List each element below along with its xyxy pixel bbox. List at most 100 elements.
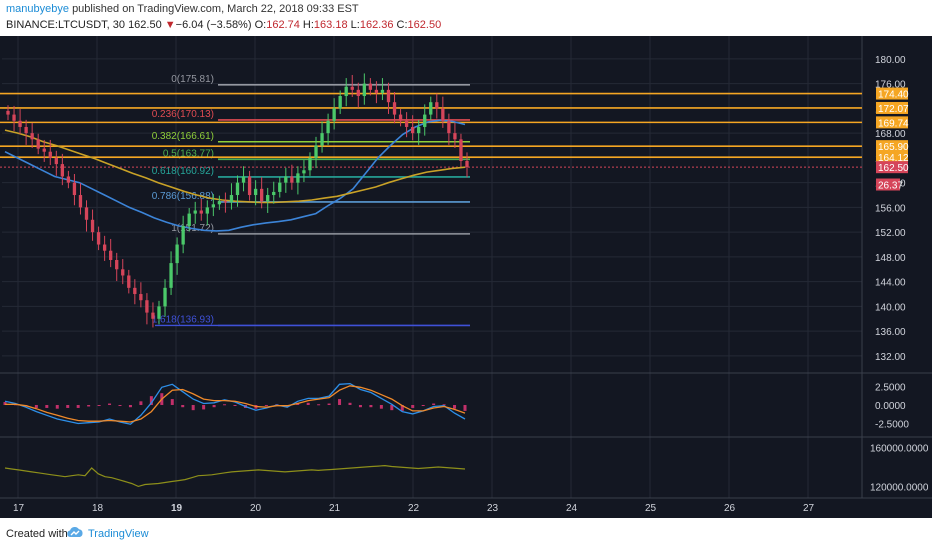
candle-body bbox=[12, 114, 16, 121]
macd-histogram-bar bbox=[442, 404, 446, 406]
candle-body bbox=[217, 201, 222, 205]
candle-body bbox=[398, 114, 403, 121]
macd-histogram-bar bbox=[264, 405, 268, 406]
price-badge-label: 174.40 bbox=[878, 90, 909, 101]
macd-histogram-bar bbox=[463, 405, 467, 411]
macd-tick-label: 0.0000 bbox=[875, 401, 906, 412]
candle-body bbox=[78, 195, 83, 208]
candle-body bbox=[42, 148, 46, 152]
time-axis[interactable]: 17 18 19 20 21 22 23 24 25 26 27 bbox=[13, 503, 815, 514]
signal-line bbox=[5, 385, 466, 423]
gold-moving-average bbox=[4, 129, 466, 204]
candle-body bbox=[48, 151, 52, 158]
horizontal-lines[interactable] bbox=[0, 92, 862, 168]
volume-pane: 160000.0000 120000.0000 bbox=[4, 444, 929, 493]
macd-histogram-bar bbox=[87, 405, 91, 407]
candle-body bbox=[6, 110, 10, 115]
candle-body bbox=[90, 219, 95, 233]
price-tick-label: 152.00 bbox=[875, 228, 906, 239]
candle-body bbox=[447, 120, 451, 134]
price-tick-label: 156.00 bbox=[875, 203, 906, 214]
candle-body bbox=[272, 191, 276, 196]
candle-body bbox=[314, 145, 318, 158]
candle-body bbox=[362, 83, 366, 97]
high-label: H: bbox=[302, 19, 314, 31]
candle-body bbox=[259, 188, 264, 202]
candle-body bbox=[187, 213, 191, 226]
price-badge bbox=[876, 87, 908, 100]
price-badge-label: 169.74 bbox=[878, 118, 909, 129]
symbol-label: BINANCE:LTCUSDT, 30 bbox=[6, 19, 125, 31]
macd-histogram-bar bbox=[118, 405, 122, 406]
moving-averages bbox=[4, 119, 466, 232]
candle-body bbox=[163, 287, 167, 307]
price-badge bbox=[876, 101, 908, 114]
candle-body bbox=[235, 182, 240, 196]
macd-histogram-bar bbox=[400, 405, 404, 411]
candle-body bbox=[241, 176, 246, 183]
candle-body bbox=[193, 210, 197, 214]
candle-body bbox=[223, 201, 228, 203]
price-badge-label: 26.37 bbox=[878, 181, 903, 192]
candle-body bbox=[417, 126, 421, 134]
fib-level-label: 0(175.81) bbox=[171, 74, 214, 85]
price-tick-label: 140.00 bbox=[875, 302, 906, 313]
publish-info: manubyebye published on TradingView.com,… bbox=[6, 3, 359, 15]
macd-histogram-bar bbox=[34, 405, 38, 408]
time-tick-label: 21 bbox=[329, 503, 341, 514]
macd-histogram-bar bbox=[55, 405, 59, 409]
candle-body bbox=[380, 89, 385, 93]
grid-lines bbox=[0, 36, 932, 499]
candle-body bbox=[102, 244, 107, 251]
tradingview-cloud-icon bbox=[66, 525, 84, 544]
candle-body bbox=[338, 96, 342, 109]
candlestick-series bbox=[6, 73, 469, 328]
candle-body bbox=[18, 120, 22, 127]
close-value: 162.50 bbox=[407, 19, 442, 31]
time-tick-label: 26 bbox=[724, 503, 736, 514]
symbol-ohlc-line: BINANCE:LTCUSDT, 30 162.50 ▼−6.04 (−3.58… bbox=[6, 19, 441, 31]
macd-histogram-bar bbox=[369, 405, 373, 408]
candle-body bbox=[266, 195, 270, 202]
candle-body bbox=[84, 207, 89, 220]
time-tick-label: 17 bbox=[13, 503, 25, 514]
macd-histogram-bar bbox=[97, 405, 101, 406]
chart-canvas[interactable]: 0(175.81) 0.236(170.13) 0.382(166.61) 0.5(1… bbox=[0, 36, 932, 518]
candle-body bbox=[423, 114, 427, 127]
price-badge-label: 164.12 bbox=[878, 153, 909, 164]
macd-histogram-bar bbox=[108, 403, 112, 405]
open-value: 162.74 bbox=[266, 19, 300, 31]
candle-body bbox=[96, 232, 101, 245]
macd-histogram-bar bbox=[202, 405, 206, 410]
macd-histogram-bar bbox=[411, 405, 415, 408]
time-tick-label: 24 bbox=[566, 503, 578, 514]
author-link[interactable]: manubyebye bbox=[6, 3, 69, 15]
candle-body bbox=[211, 204, 216, 208]
candle-body bbox=[169, 263, 173, 288]
candle-body bbox=[205, 207, 209, 214]
created-with-label: Created with bbox=[6, 528, 68, 540]
tradingview-brand[interactable]: TradingView bbox=[88, 528, 149, 540]
candle-body bbox=[157, 306, 161, 319]
macd-histogram-bar bbox=[191, 405, 195, 411]
price-badge-label: 172.07 bbox=[878, 104, 909, 115]
candle-body bbox=[435, 102, 439, 109]
macd-histogram-bar bbox=[379, 405, 383, 409]
time-tick-label: 23 bbox=[487, 503, 499, 514]
low-value: 162.36 bbox=[359, 19, 394, 31]
low-label: L: bbox=[350, 19, 360, 31]
candle-body bbox=[356, 89, 360, 97]
candle-body bbox=[115, 260, 119, 270]
high-value: 163.18 bbox=[313, 19, 348, 31]
macd-histogram-bar bbox=[348, 402, 352, 405]
candle-body bbox=[247, 176, 252, 196]
price-badge bbox=[876, 178, 900, 191]
price-tick-label: 136.00 bbox=[875, 327, 906, 338]
candle-body bbox=[332, 108, 336, 121]
macd-histogram-bar bbox=[212, 405, 216, 408]
candle-body bbox=[344, 86, 348, 97]
macd-histogram-bar bbox=[223, 404, 227, 406]
macd-histogram-bar bbox=[170, 399, 174, 405]
macd-line bbox=[4, 382, 466, 425]
published-text: published on TradingView.com, March 22, … bbox=[72, 3, 359, 15]
